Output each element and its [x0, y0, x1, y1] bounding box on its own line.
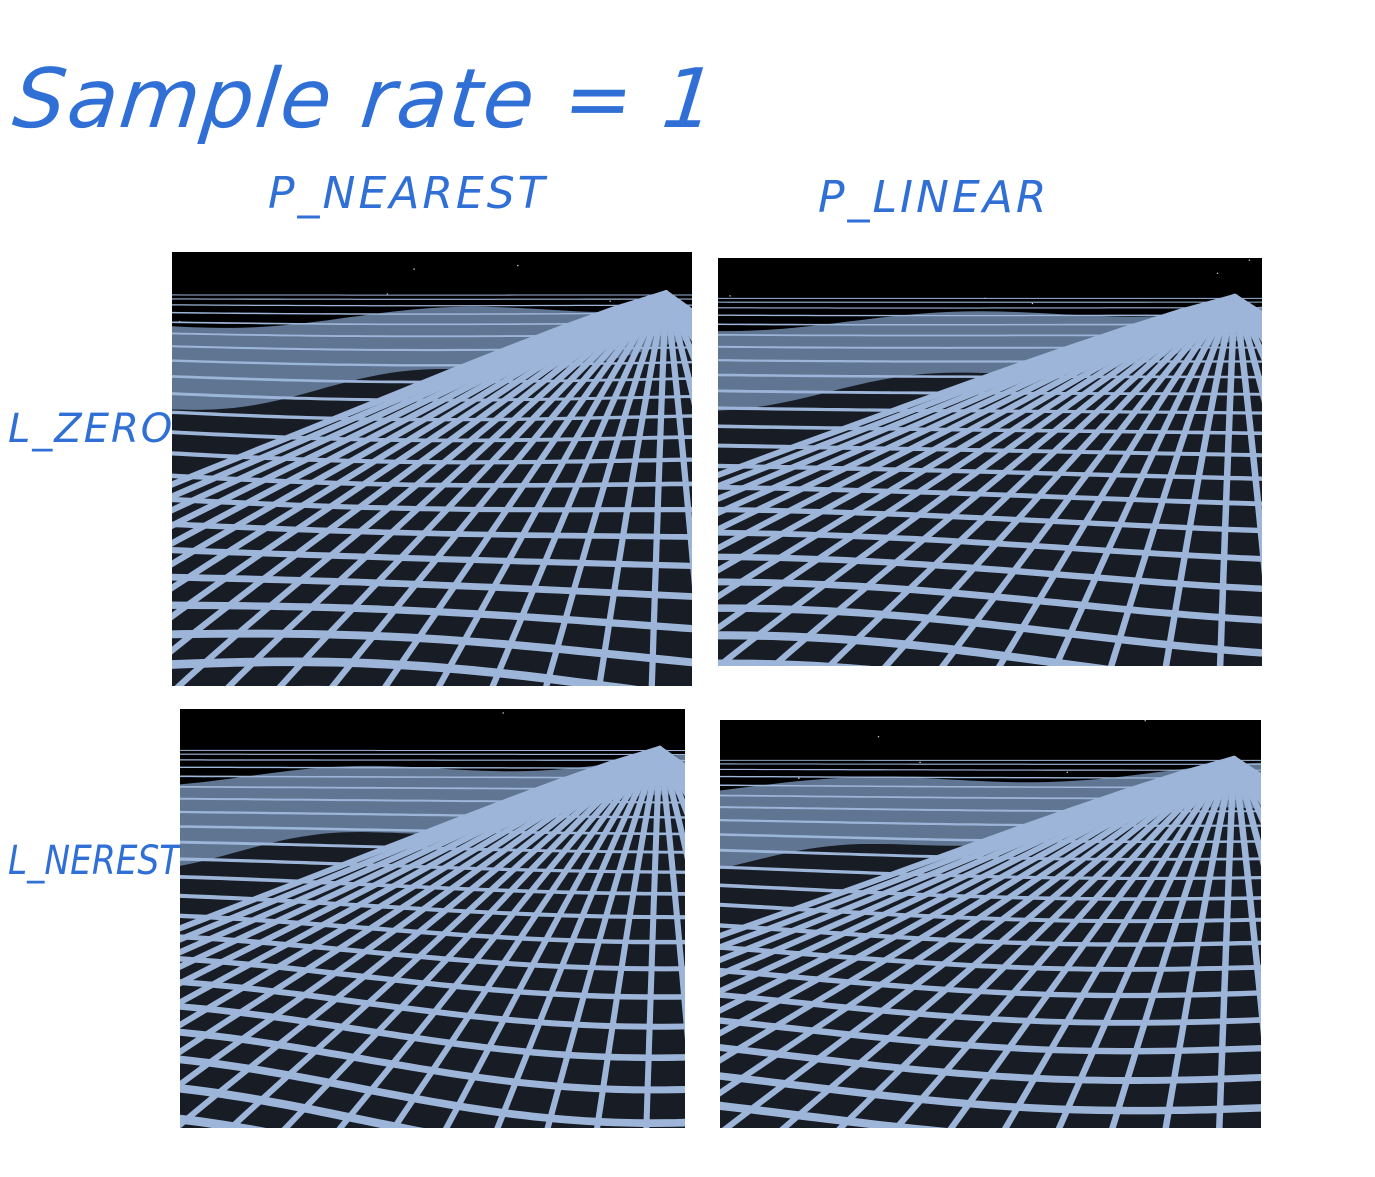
terrain-render: [180, 709, 685, 1128]
render-panel-nearest-nearest: [180, 709, 685, 1128]
terrain-render: [720, 720, 1261, 1128]
render-panel-nearest-zero: [172, 252, 692, 686]
row-label-l-nerest: L_NEREST: [8, 838, 181, 884]
column-label-p-linear: P_LINEAR: [818, 172, 1050, 223]
terrain-render: [172, 252, 692, 686]
column-label-p-nearest: P_NEAREST: [268, 168, 548, 219]
terrain-render: [718, 258, 1262, 666]
render-panel-linear-nearest: [720, 720, 1261, 1128]
page-title: Sample rate = 1: [9, 52, 723, 147]
render-panel-linear-zero: [718, 258, 1262, 666]
row-label-l-zero: L_ZERO: [8, 406, 175, 452]
